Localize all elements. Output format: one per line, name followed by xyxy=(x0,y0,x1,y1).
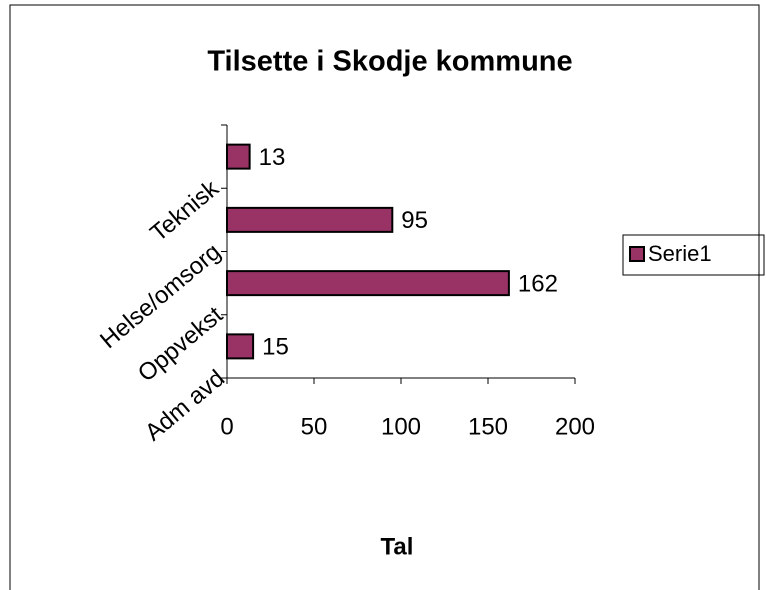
value-label: 15 xyxy=(262,334,289,361)
x-axis-title: Tal xyxy=(381,533,414,560)
bar xyxy=(226,333,255,360)
value-label: 13 xyxy=(259,144,286,171)
x-tick-label: 150 xyxy=(468,413,508,440)
value-label: 95 xyxy=(401,207,428,234)
x-tick-label: 100 xyxy=(381,413,421,440)
legend-frame xyxy=(622,234,765,276)
x-tick-label: 0 xyxy=(220,413,233,440)
legend-label: Serie1 xyxy=(648,241,712,266)
bar xyxy=(226,143,251,170)
bar xyxy=(226,206,394,233)
y-tick-label: Teknisk xyxy=(145,174,224,247)
legend-swatch xyxy=(629,246,645,262)
x-tick-label: 50 xyxy=(301,413,328,440)
x-tick-label: 200 xyxy=(555,413,595,440)
bar xyxy=(226,270,510,297)
chart-frame xyxy=(9,4,760,590)
chart-title: Tilsette i Skodje kommune xyxy=(207,46,572,78)
value-label: 162 xyxy=(518,270,558,297)
